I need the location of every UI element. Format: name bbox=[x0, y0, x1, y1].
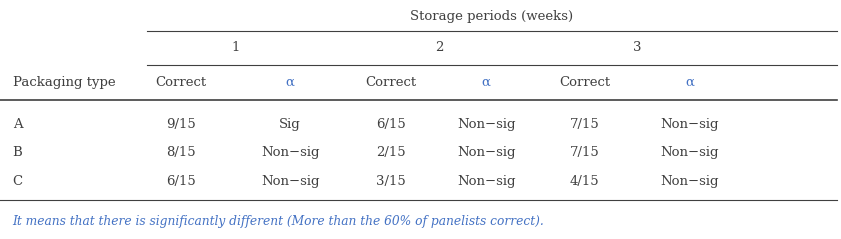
Text: Correct: Correct bbox=[366, 76, 416, 89]
Text: 6/15: 6/15 bbox=[376, 118, 406, 131]
Text: C: C bbox=[13, 175, 23, 188]
Text: 3/15: 3/15 bbox=[376, 175, 406, 188]
Text: Non−sig: Non−sig bbox=[660, 175, 719, 188]
Text: Non−sig: Non−sig bbox=[457, 175, 516, 188]
Text: α: α bbox=[286, 76, 294, 89]
Text: Packaging type: Packaging type bbox=[13, 76, 115, 89]
Text: 8/15: 8/15 bbox=[166, 147, 196, 159]
Text: 7/15: 7/15 bbox=[569, 147, 600, 159]
Text: Non−sig: Non−sig bbox=[660, 118, 719, 131]
Text: Storage periods (weeks): Storage periods (weeks) bbox=[410, 10, 574, 23]
Text: 4/15: 4/15 bbox=[569, 175, 600, 188]
Text: 2: 2 bbox=[435, 41, 443, 54]
Text: B: B bbox=[13, 147, 23, 159]
Text: Non−sig: Non−sig bbox=[457, 118, 516, 131]
Text: α: α bbox=[685, 76, 694, 89]
Text: 7/15: 7/15 bbox=[569, 118, 600, 131]
Text: Sig: Sig bbox=[279, 118, 301, 131]
Text: 9/15: 9/15 bbox=[166, 118, 196, 131]
Text: 6/15: 6/15 bbox=[166, 175, 196, 188]
Text: Non−sig: Non−sig bbox=[660, 147, 719, 159]
Text: Non−sig: Non−sig bbox=[457, 147, 516, 159]
Text: Non−sig: Non−sig bbox=[261, 175, 320, 188]
Text: 1: 1 bbox=[231, 41, 240, 54]
Text: Non−sig: Non−sig bbox=[261, 147, 320, 159]
Text: 3: 3 bbox=[633, 41, 642, 54]
Text: A: A bbox=[13, 118, 22, 131]
Text: Correct: Correct bbox=[156, 76, 206, 89]
Text: It means that there is significantly different (More than the 60% of panelists c: It means that there is significantly dif… bbox=[13, 215, 544, 228]
Text: 2/15: 2/15 bbox=[376, 147, 406, 159]
Text: α: α bbox=[482, 76, 490, 89]
Text: Correct: Correct bbox=[559, 76, 610, 89]
